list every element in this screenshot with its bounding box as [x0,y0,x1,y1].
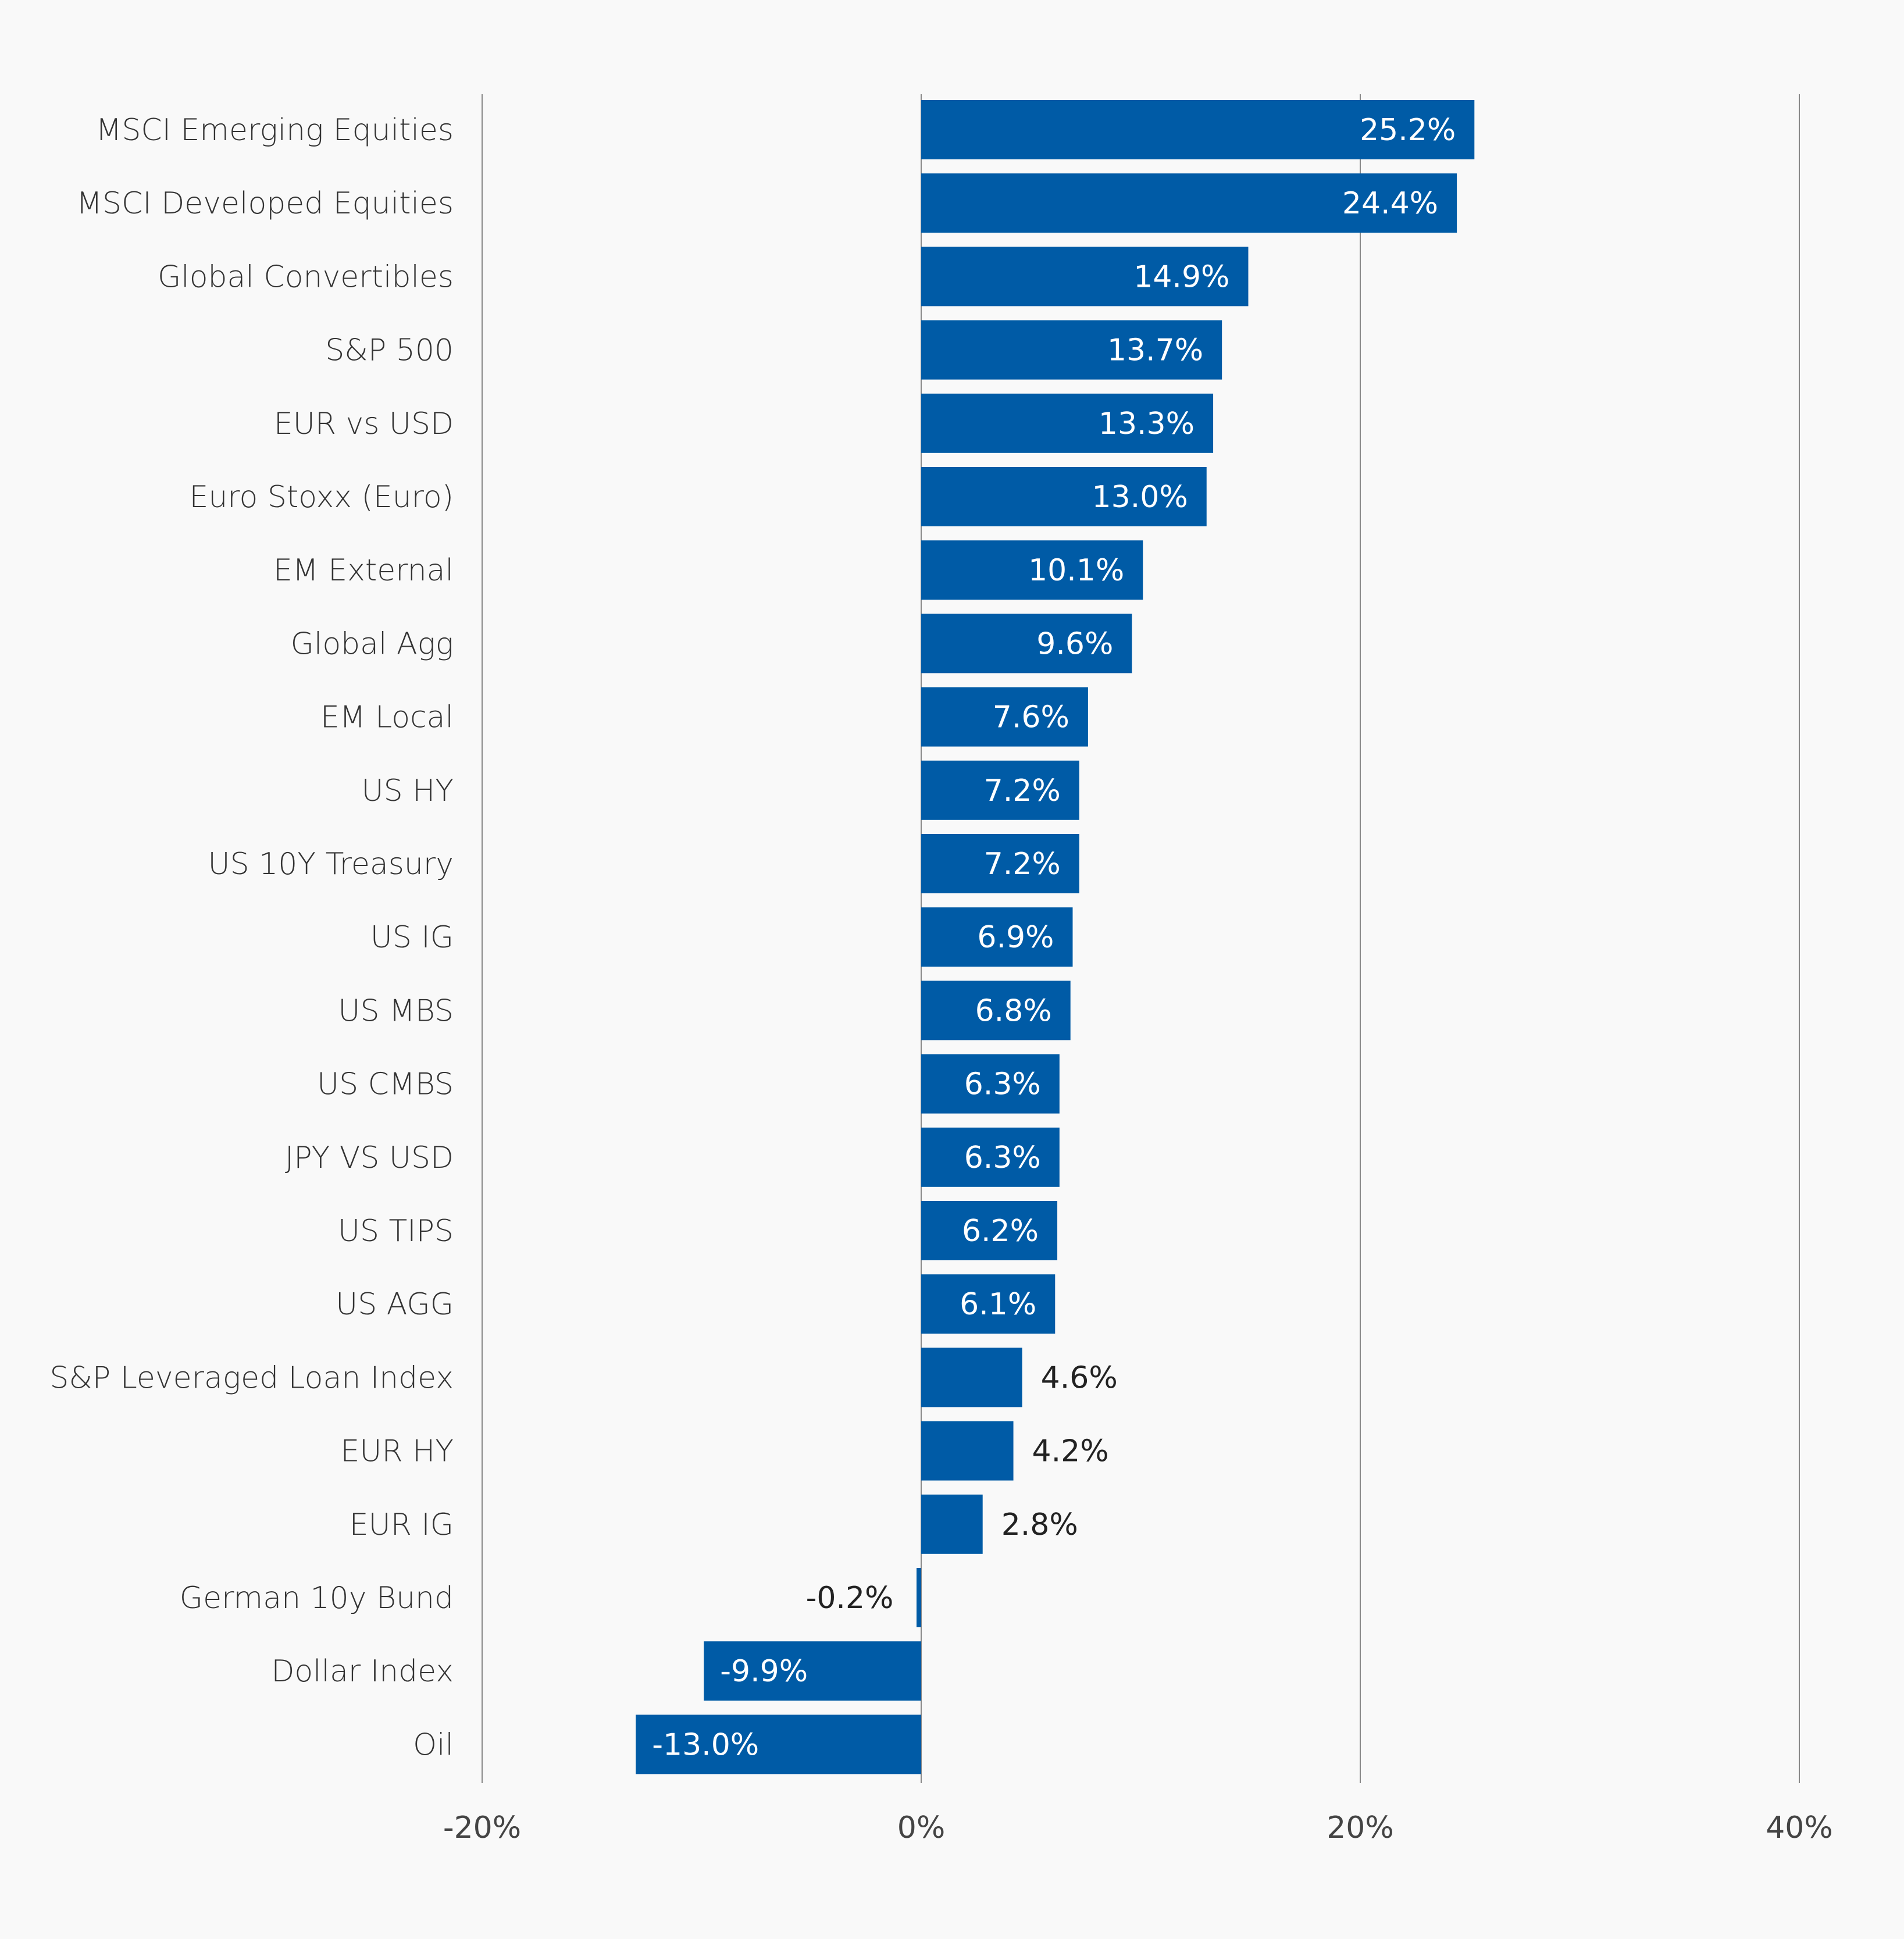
category-label: German 10y Bund [180,1581,454,1616]
x-tick-label: 40% [1766,1810,1833,1845]
category-label: US HY [362,774,454,808]
bar [921,1054,1060,1114]
bar [917,1568,921,1627]
data-label: -9.9% [720,1654,808,1689]
bar [921,1421,1014,1481]
bar [921,907,1073,967]
data-label: 2.8% [1001,1507,1078,1542]
x-tick-label: 0% [897,1810,946,1845]
data-label: 24.4% [1342,186,1438,221]
bar [921,393,1214,453]
category-label: US TIPS [338,1214,454,1249]
bar [704,1641,921,1701]
category-label: US AGG [336,1287,454,1322]
category-label: Oil [413,1727,454,1762]
x-tick-label: -20% [443,1810,521,1845]
data-label: 4.2% [1032,1434,1109,1469]
data-label: 9.6% [1036,626,1113,661]
bar [921,687,1088,747]
data-label: 13.3% [1099,407,1195,441]
bar [921,1127,1060,1187]
category-label: Dollar Index [271,1654,454,1689]
bar [921,1274,1056,1334]
bar [921,467,1207,526]
bar [921,1201,1058,1260]
category-label: EUR HY [341,1434,454,1469]
data-label: 25.2% [1360,113,1456,148]
bar [921,981,1071,1040]
data-label: 14.9% [1133,259,1229,294]
data-label: -13.0% [652,1727,759,1762]
category-label: Global Agg [291,626,454,661]
category-label: EM External [273,553,454,588]
data-label: 6.3% [964,1067,1041,1102]
category-label: Euro Stoxx (Euro) [189,480,454,515]
category-label: EUR IG [350,1507,454,1542]
bar [921,173,1457,233]
bar [921,1494,983,1554]
data-label: 6.8% [975,993,1052,1028]
category-label: US 10Y Treasury [208,847,454,882]
category-label: US CMBS [317,1067,454,1102]
bar [921,760,1079,820]
category-label: JPY VS USD [285,1140,454,1175]
data-label: 6.3% [964,1140,1041,1175]
category-label: US IG [370,920,454,955]
category-label: MSCI Developed Equities [76,186,454,221]
category-label: US MBS [338,993,454,1028]
category-label: S&P Leveraged Loan Index [49,1360,454,1395]
category-label: EUR vs USD [274,407,454,441]
data-label: 6.9% [977,920,1054,955]
data-label: 7.6% [993,700,1069,735]
category-label: S&P 500 [325,333,454,368]
bar [921,540,1143,600]
data-label: 10.1% [1028,553,1124,588]
category-label: EM Local [320,700,454,735]
bar [636,1715,921,1774]
category-label: MSCI Emerging Equities [95,113,454,148]
category-label: Global Convertibles [158,259,454,294]
bar [921,320,1222,380]
data-label: 6.2% [962,1214,1039,1249]
x-tick-label: 20% [1327,1810,1394,1845]
bar [921,247,1249,306]
bar [921,614,1132,673]
data-label: 6.1% [960,1287,1036,1322]
data-label: 4.6% [1041,1360,1118,1395]
data-label: 13.7% [1107,333,1203,368]
data-label: -0.2% [806,1581,894,1616]
data-label: 13.0% [1092,480,1188,515]
data-label: 7.2% [984,847,1061,882]
bar [921,834,1079,893]
bar [921,100,1475,159]
data-label: 7.2% [984,774,1061,808]
bar [921,1348,1022,1407]
